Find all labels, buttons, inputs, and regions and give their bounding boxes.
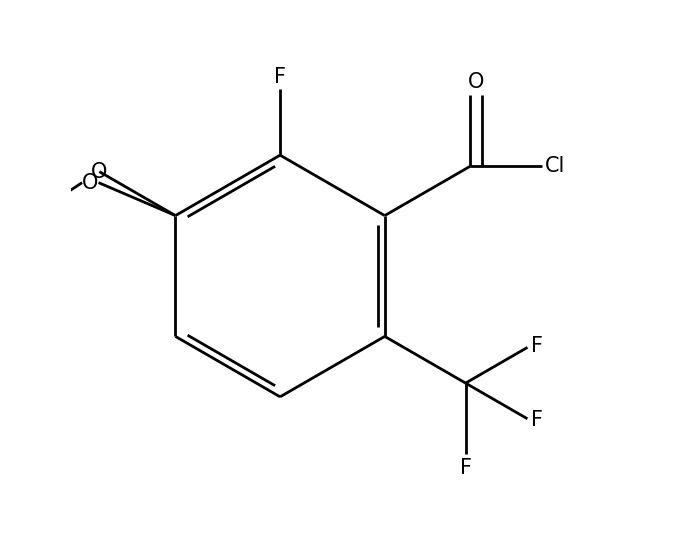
- Text: O: O: [468, 72, 484, 92]
- Text: F: F: [531, 336, 543, 356]
- Text: Cl: Cl: [545, 156, 565, 176]
- Text: F: F: [459, 458, 471, 479]
- Text: F: F: [274, 67, 286, 87]
- Text: O: O: [91, 162, 107, 182]
- Text: F: F: [531, 410, 543, 430]
- Text: O: O: [82, 173, 98, 193]
